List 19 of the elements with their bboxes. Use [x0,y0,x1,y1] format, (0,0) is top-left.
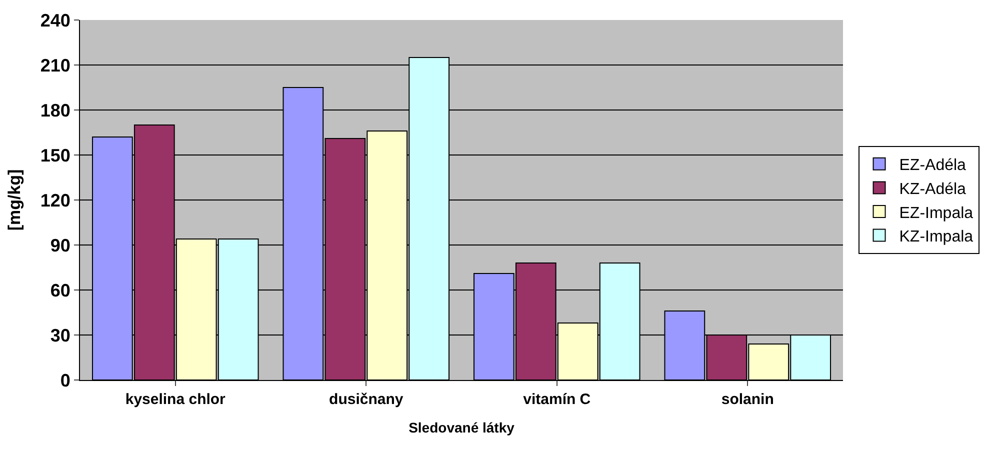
y-tick-label: 30 [50,325,70,346]
x-axis-title: Sledované látky [408,419,515,436]
x-tick-label: solanin [721,391,774,408]
y-tick-label: 210 [40,55,70,76]
y-tick-label: 90 [50,235,70,256]
x-tick-label: vitamín C [523,391,591,408]
y-tick-label: 120 [40,190,70,210]
y-tick-label: 60 [50,280,70,300]
y-tick-label: 0 [60,370,70,390]
y-tick-label: 150 [40,145,70,166]
y-axis-title: [mg/kg] [4,169,24,231]
legend-label: EZ-Adéla [899,157,966,174]
legend-label: KZ-Adéla [899,180,966,198]
x-tick-label: dusičnany [329,391,404,408]
y-tick-label: 240 [40,10,70,30]
x-tick-label: kyselina chlor [125,391,226,408]
legend-label: EZ-Impala [899,204,974,222]
y-tick-label: 180 [40,100,70,120]
legend-label: KZ-Impala [899,228,974,246]
